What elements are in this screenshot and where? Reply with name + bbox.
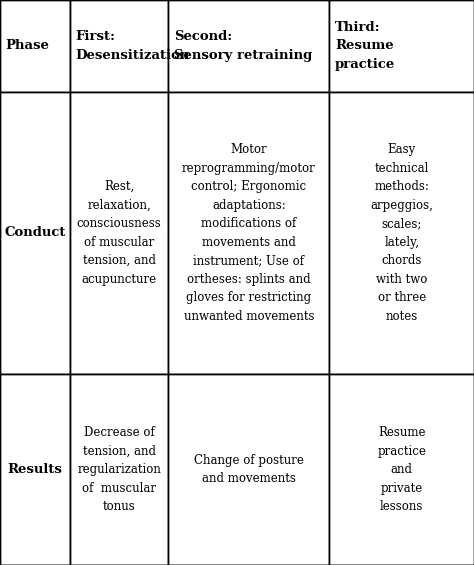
- Text: Phase: Phase: [6, 39, 50, 53]
- Bar: [70, 374, 168, 565]
- Text: Decrease of
tension, and
regularization
of  muscular
tonus: Decrease of tension, and regularization …: [77, 426, 161, 513]
- Bar: [329, 374, 474, 565]
- Text: Third:
Resume
practice: Third: Resume practice: [335, 21, 395, 71]
- Bar: [70, 0, 168, 92]
- Bar: [70, 92, 168, 374]
- Text: Resume
practice
and
private
lessons: Resume practice and private lessons: [377, 426, 426, 513]
- Text: Change of posture
and movements: Change of posture and movements: [194, 454, 304, 485]
- Text: Motor
reprogramming/motor
control; Ergonomic
adaptations:
modifications of
movem: Motor reprogramming/motor control; Ergon…: [182, 143, 316, 323]
- Text: First:
Desensitization: First: Desensitization: [76, 30, 190, 62]
- Bar: [0, 0, 70, 92]
- Bar: [168, 374, 329, 565]
- Bar: [168, 92, 329, 374]
- Bar: [168, 0, 329, 92]
- Text: Easy
technical
methods:
arpeggios,
scales;
lately,
chords
with two
or three
note: Easy technical methods: arpeggios, scale…: [370, 143, 433, 323]
- Bar: [329, 92, 474, 374]
- Text: Rest,
relaxation,
consciousness
of muscular
tension, and
acupuncture: Rest, relaxation, consciousness of muscu…: [77, 180, 162, 285]
- Text: Second:
Sensory retraining: Second: Sensory retraining: [174, 30, 312, 62]
- Bar: [0, 374, 70, 565]
- Text: Results: Results: [8, 463, 63, 476]
- Text: Conduct: Conduct: [4, 226, 66, 240]
- Bar: [329, 0, 474, 92]
- Bar: [0, 92, 70, 374]
